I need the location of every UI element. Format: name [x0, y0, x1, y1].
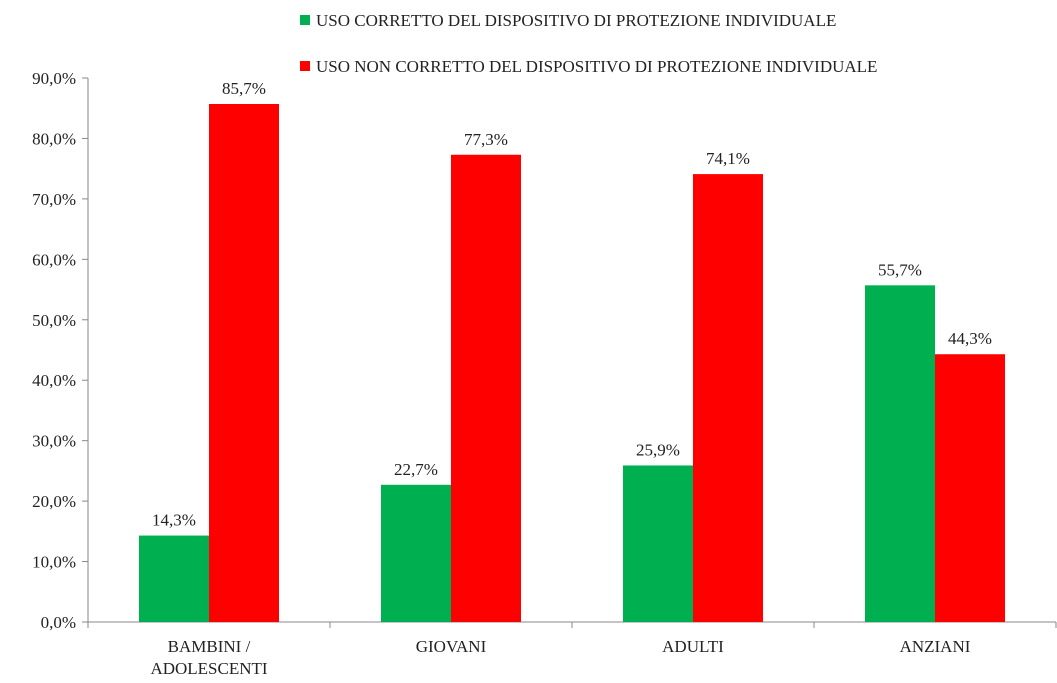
bar	[935, 354, 1005, 622]
y-tick-label: 30,0%	[32, 432, 76, 451]
legend-label: USO CORRETTO DEL DISPOSITIVO DI PROTEZIO…	[316, 11, 836, 30]
y-tick-label: 40,0%	[32, 371, 76, 390]
x-tick-label: ADULTI	[662, 637, 724, 656]
bar	[381, 484, 451, 622]
x-tick-label: GIOVANI	[415, 637, 487, 656]
bar	[451, 154, 521, 622]
data-label: 25,9%	[636, 440, 680, 459]
bar	[623, 465, 693, 622]
y-tick-label: 60,0%	[32, 250, 76, 269]
data-label: 85,7%	[222, 79, 266, 98]
y-tick-label: 70,0%	[32, 190, 76, 209]
y-tick-label: 10,0%	[32, 553, 76, 572]
y-tick-label: 50,0%	[32, 311, 76, 330]
legend-swatch	[300, 61, 310, 71]
bar	[865, 285, 935, 622]
y-tick-label: 80,0%	[32, 129, 76, 148]
data-label: 44,3%	[948, 329, 992, 348]
data-label: 74,1%	[706, 149, 750, 168]
bar	[209, 103, 279, 623]
bar	[693, 174, 763, 622]
y-tick-label: 0,0%	[41, 613, 76, 632]
data-label: 14,3%	[152, 511, 196, 530]
data-label: 55,7%	[878, 260, 922, 279]
y-tick-label: 20,0%	[32, 492, 76, 511]
data-label: 22,7%	[394, 460, 438, 479]
bar	[139, 535, 209, 622]
legend-label: USO NON CORRETTO DEL DISPOSITIVO DI PROT…	[316, 57, 877, 76]
x-tick-label: ANZIANI	[899, 637, 971, 656]
x-tick-label: BAMBINI / ADOLESCENTI	[150, 637, 268, 678]
data-label: 77,3%	[464, 130, 508, 149]
y-tick-label: 90,0%	[32, 69, 76, 88]
legend-swatch	[300, 15, 310, 25]
